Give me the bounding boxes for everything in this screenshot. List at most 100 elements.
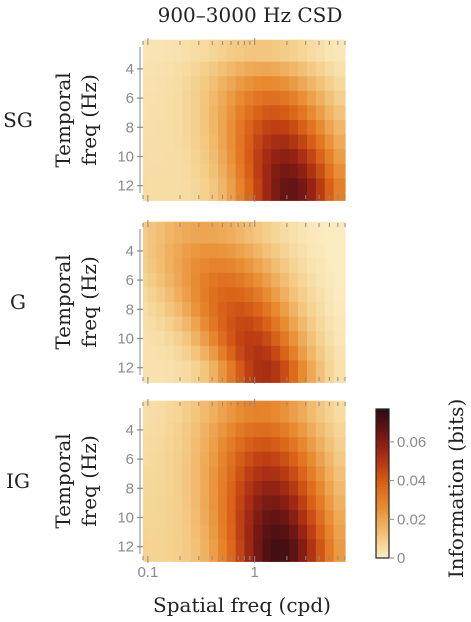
heatmap-cell — [324, 466, 335, 482]
heatmap-cell — [288, 510, 299, 526]
heatmap-cell — [164, 524, 175, 540]
heatmap-cell — [182, 287, 192, 303]
heatmap-cell — [235, 437, 246, 453]
heatmap-cell — [226, 345, 237, 361]
heatmap-cell — [324, 481, 335, 497]
colorbar-swatch — [376, 555, 389, 559]
panel-g: 4 6 8 10 12 G Temporal freq (Hz) — [10, 220, 346, 384]
heatmap-cell — [147, 466, 157, 482]
heatmap-cell — [244, 481, 254, 497]
heatmap-cell — [297, 134, 308, 150]
heatmap-cell — [147, 495, 157, 511]
heatmap-cell — [182, 331, 192, 347]
heatmap-cell — [271, 76, 281, 92]
heatmap-cell — [297, 510, 308, 526]
heatmap-cell — [209, 120, 219, 136]
heatmap-cell — [262, 400, 272, 424]
heatmap-cell — [333, 120, 346, 136]
heatmap-cell — [244, 539, 254, 562]
heatmap-cell — [297, 163, 308, 179]
heatmap-cell — [200, 437, 210, 453]
heatmap-cell — [217, 495, 228, 511]
heatmap-cell — [333, 61, 346, 77]
heatmap-cell — [156, 437, 166, 453]
heatmap-cell — [200, 466, 210, 482]
heatmap-cell — [324, 345, 335, 361]
colorbar-swatch — [376, 433, 389, 437]
heatmap-cell — [209, 451, 219, 467]
heatmap-cell — [147, 451, 157, 467]
colorbar-swatch — [376, 483, 389, 487]
heatmap-cell — [147, 524, 157, 540]
heatmap-cell — [262, 61, 272, 77]
heatmap-cell — [333, 345, 346, 361]
x-axis-label: Spatial freq (cpd) — [153, 593, 331, 617]
heatmap-cell — [324, 163, 335, 179]
y-tick-label: 10 — [117, 331, 134, 348]
heatmap-cell — [173, 510, 183, 526]
colorbar-swatch — [376, 513, 389, 517]
heatmap-cell — [315, 331, 326, 347]
heatmap-cell — [297, 149, 308, 165]
colorbar-swatch — [376, 458, 389, 462]
heatmap-cell — [262, 243, 272, 259]
heatmap-cell — [324, 76, 335, 92]
heatmap-cell — [244, 345, 254, 361]
heatmap-cell — [253, 178, 263, 201]
heatmap-cell — [253, 422, 263, 438]
heatmap-cell — [156, 105, 166, 121]
heatmap-cell — [156, 39, 166, 63]
colorbar-swatch — [376, 545, 389, 549]
heatmap-cell — [253, 481, 263, 497]
heatmap-cell — [315, 422, 326, 438]
heatmap-cell — [200, 287, 210, 303]
colorbar-swatch — [376, 411, 389, 415]
heatmap-cell — [191, 120, 201, 136]
heatmap-cell — [226, 149, 237, 165]
heatmap-cell — [200, 510, 210, 526]
heatmap-cell — [271, 149, 281, 165]
y-tick-label: 12 — [117, 178, 134, 195]
heatmap-cell — [280, 510, 290, 526]
heatmap-cell — [253, 76, 263, 92]
heatmap-cell — [173, 90, 183, 106]
heatmap-cell — [297, 178, 308, 201]
heatmap-cell — [173, 163, 183, 179]
heatmap-cell — [209, 495, 219, 511]
heatmap-cell — [226, 163, 237, 179]
heatmap-cell — [315, 539, 326, 562]
heatmap-cell — [315, 243, 326, 259]
heatmap-cell — [143, 495, 149, 511]
heatmap-cell — [324, 105, 335, 121]
heatmap-cell — [333, 178, 346, 201]
heatmap-cell — [182, 466, 192, 482]
heatmap-cell — [262, 105, 272, 121]
heatmap-cell — [271, 221, 281, 245]
heatmap-cell — [200, 422, 210, 438]
heatmap-cell — [226, 272, 237, 288]
heatmap-cell — [226, 510, 237, 526]
heatmap-cell — [235, 258, 246, 274]
heatmap-cell — [200, 495, 210, 511]
heatmap-cell — [244, 302, 254, 318]
heatmap-cell — [253, 302, 263, 318]
heatmap-cell — [143, 539, 149, 562]
heatmap-cell — [306, 39, 317, 63]
heatmap-cell — [244, 61, 254, 77]
heatmap-cell — [200, 302, 210, 318]
heatmap-cell — [143, 221, 149, 245]
heatmap-cell — [217, 287, 228, 303]
heatmap-cell — [333, 243, 346, 259]
heatmap-cell — [173, 272, 183, 288]
heatmap-cell — [280, 76, 290, 92]
heatmap-cell — [271, 178, 281, 201]
heatmap-cell — [244, 178, 254, 201]
heatmap-cell — [333, 258, 346, 274]
heatmap-cell — [315, 287, 326, 303]
colorbar-swatch — [376, 473, 389, 477]
heatmap-cell — [147, 437, 157, 453]
heatmap-cell — [306, 422, 317, 438]
heatmap-cell — [226, 221, 237, 245]
heatmap-cell — [333, 39, 346, 63]
heatmap-cell — [226, 316, 237, 332]
